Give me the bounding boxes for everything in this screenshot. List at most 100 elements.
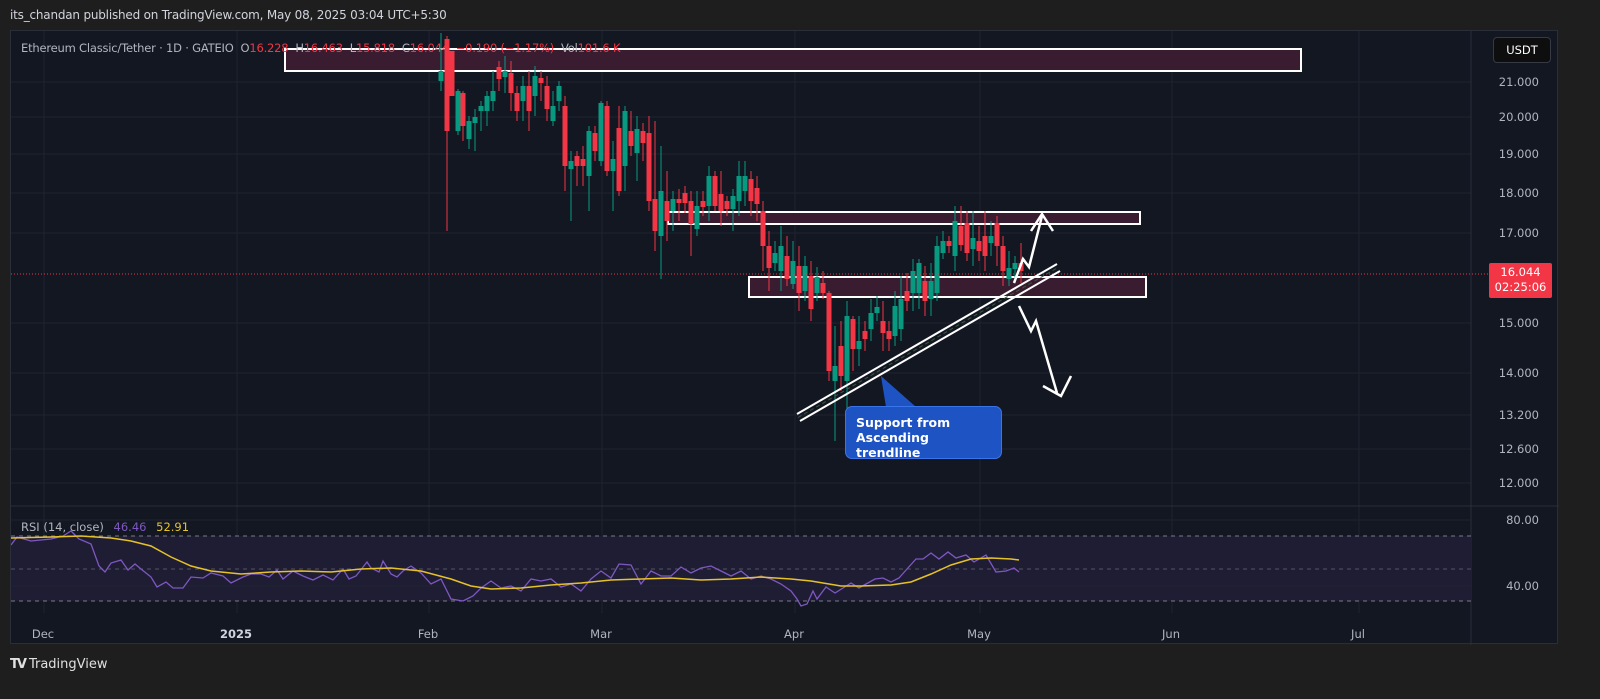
candle-body	[592, 133, 598, 151]
candle-body	[838, 346, 844, 376]
price-tick: 17.000	[1498, 226, 1539, 240]
candle-body	[652, 199, 658, 231]
candle-body	[970, 238, 976, 249]
candle-body	[664, 201, 670, 221]
candle-body	[928, 281, 934, 299]
candle-body	[976, 241, 982, 251]
candle-body	[910, 271, 916, 293]
candle-body	[1012, 263, 1018, 269]
candle-body	[532, 76, 538, 96]
candle-body	[982, 236, 988, 256]
time-tick: May	[967, 627, 991, 641]
price-tick: 13.200	[1498, 408, 1539, 422]
candle-body	[796, 266, 802, 293]
symbol-title: Ethereum Classic/Tether · 1D · GATEIO	[21, 41, 234, 55]
candle-body	[868, 313, 874, 329]
volume-value: 101.6 K	[577, 41, 621, 55]
candle-body	[455, 91, 461, 131]
candle-body	[574, 156, 580, 166]
candle-body	[832, 366, 838, 381]
candle-body	[892, 306, 898, 336]
candle-body	[826, 293, 832, 371]
candle-body	[784, 256, 790, 279]
candle-body	[946, 241, 952, 246]
low-value: 15.818	[355, 41, 395, 55]
candle-body	[670, 199, 676, 211]
price-tick: 12.600	[1498, 442, 1539, 456]
brand-name: TradingView	[28, 657, 108, 672]
currency-button[interactable]: USDT	[1493, 37, 1551, 63]
rsi-axis-40: 40.00	[1506, 579, 1539, 593]
time-tick: Apr	[784, 627, 804, 641]
time-tick: Jun	[1162, 627, 1180, 641]
candle-body	[862, 331, 868, 339]
candle-body	[508, 73, 514, 93]
price-tick: 18.000	[1498, 186, 1539, 200]
candle-body	[760, 211, 766, 246]
price-tick: 15.000	[1498, 316, 1539, 330]
tradingview-logo[interactable]: TV TradingView	[10, 657, 107, 672]
price-chart-canvas[interactable]	[11, 31, 1559, 645]
high-value: 16.463	[303, 41, 343, 55]
bearish-arrowhead	[1042, 375, 1073, 398]
chart-frame[interactable]: Ethereum Classic/Tether · 1D · GATEIO O1…	[10, 30, 1559, 645]
candle-body	[718, 194, 724, 211]
callout-pointer	[881, 376, 916, 407]
candle-body	[940, 241, 946, 253]
candle-body	[460, 93, 466, 126]
last-price: 16.044	[1500, 265, 1541, 279]
trendline-center	[797, 267, 1059, 418]
tradingview-logo-icon: TV	[10, 657, 27, 672]
trendline-lower	[799, 270, 1061, 422]
candle-body	[550, 106, 556, 121]
candle-body	[700, 201, 706, 207]
price-tick: 14.000	[1498, 366, 1539, 380]
bar-countdown: 02:25:06	[1494, 280, 1547, 294]
rsi-ma-line	[11, 535, 1020, 590]
candle-body	[772, 253, 778, 263]
candle-body	[478, 106, 484, 111]
candle-body	[724, 201, 730, 209]
rsi-ma-value: 52.91	[156, 520, 190, 534]
candle-body	[538, 78, 544, 83]
candle-body	[874, 307, 880, 313]
candle-body	[438, 71, 444, 81]
candle-body	[556, 86, 562, 101]
candle-body	[598, 103, 604, 161]
candle-body	[694, 206, 700, 229]
candle-body	[628, 131, 634, 146]
candle-body	[616, 128, 622, 191]
candle-body	[856, 341, 862, 349]
candle-body	[730, 196, 736, 209]
trendline-upper	[796, 263, 1058, 415]
last-price-tag: 16.044 02:25:06	[1489, 263, 1552, 298]
trendline-callout[interactable]: Support from Ascending trendline	[845, 406, 1002, 460]
candle-body	[898, 299, 904, 329]
candle-body	[964, 223, 970, 253]
candle-body	[808, 276, 814, 309]
publisher-line: its_chandan published on TradingView.com…	[10, 8, 447, 22]
candle-body	[610, 159, 616, 171]
candle-body	[520, 86, 526, 101]
candle-body	[922, 281, 928, 301]
time-tick: Jul	[1351, 627, 1365, 641]
candle-body	[1006, 268, 1012, 279]
candle-body	[904, 291, 910, 301]
close-value: 16.044	[409, 41, 449, 55]
bullish-arrow	[1012, 215, 1044, 284]
candle-body	[490, 91, 496, 101]
change-value: −0.190 (−1.17%)	[455, 41, 555, 55]
candle-body	[754, 188, 760, 204]
candle-body	[988, 236, 994, 243]
candle-body	[568, 161, 574, 169]
candle-body	[994, 223, 1000, 246]
rsi-label: RSI (14, close)	[21, 520, 104, 534]
bearish-arrow	[1017, 305, 1059, 394]
low-label: L	[349, 41, 356, 55]
candle-body	[640, 131, 646, 143]
candle-body	[676, 199, 682, 203]
candle-body	[916, 263, 922, 293]
candle-body	[544, 86, 550, 109]
resistance-zone-top	[284, 48, 1302, 72]
candle-body	[748, 179, 754, 201]
